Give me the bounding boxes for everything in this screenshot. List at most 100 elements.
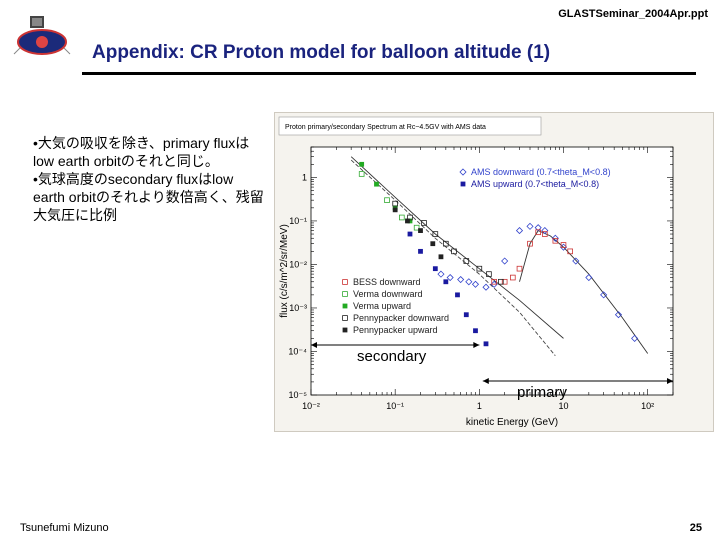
legend-marker — [342, 315, 348, 321]
x-tick-label: 1 — [477, 401, 482, 411]
data-point — [432, 231, 439, 237]
data-point — [567, 248, 573, 255]
primary-label: primary — [517, 384, 568, 401]
data-point — [614, 311, 623, 319]
data-point — [384, 197, 390, 203]
chart-title: Proton primary/secondary Spectrum at Rc~… — [285, 124, 486, 131]
y-tick-label: 10⁻³ — [289, 303, 307, 313]
arrow-head — [667, 378, 673, 384]
y-tick-label: 10⁻² — [289, 259, 307, 269]
model-line — [350, 156, 564, 339]
data-point — [455, 292, 460, 298]
data-point — [374, 181, 379, 187]
data-point — [437, 270, 445, 278]
data-point — [526, 222, 534, 230]
data-point — [392, 200, 398, 207]
slide-title: Appendix: CR Proton model for balloon al… — [92, 42, 551, 63]
arrow-head — [482, 378, 489, 384]
data-point — [535, 229, 541, 236]
model-line — [350, 159, 556, 356]
legend-marker — [342, 291, 348, 297]
data-point — [600, 291, 608, 299]
data-point — [510, 274, 516, 281]
data-point — [483, 341, 489, 347]
data-point — [486, 271, 492, 277]
bullet-item: •気球高度のsecondary fluxはlow earth orbitのそれよ… — [33, 171, 264, 223]
data-point — [631, 334, 639, 342]
data-point — [515, 227, 524, 235]
legend-entry: Pennypacker downward — [353, 313, 449, 323]
glast-logo — [12, 12, 74, 62]
data-point — [471, 280, 480, 288]
x-axis-label: kinetic Energy (GeV) — [466, 417, 558, 428]
x-tick-label: 10⁻² — [302, 401, 320, 411]
y-axis-label: flux (c/s/m^2/sr/MeV) — [279, 224, 290, 318]
data-point — [407, 214, 413, 221]
data-point — [405, 218, 410, 224]
legend-entry: AMS downward (0.7<theta_M<0.8) — [471, 167, 611, 177]
data-point — [407, 218, 413, 224]
title-rule — [82, 72, 696, 75]
legend-entry: Pennypacker upward — [353, 325, 438, 335]
data-point — [482, 283, 490, 291]
data-point — [430, 241, 436, 247]
data-point — [501, 278, 508, 285]
data-point — [551, 234, 559, 242]
bullet-list: •大気の吸収を除き、primary fluxはlow earth orbitのそ… — [33, 134, 265, 224]
page-number: 25 — [689, 522, 702, 534]
y-tick-label: 10⁻⁵ — [289, 390, 308, 400]
data-point — [392, 207, 398, 213]
data-point — [542, 231, 548, 237]
arrow-head — [311, 342, 317, 348]
data-point — [418, 228, 423, 233]
author-name: Tsunefumi Mizuno — [20, 522, 109, 534]
data-point — [457, 275, 465, 284]
chart-panel: Proton primary/secondary Spectrum at Rc~… — [274, 112, 714, 432]
data-point — [585, 273, 593, 282]
data-point — [418, 248, 423, 254]
data-point — [572, 257, 580, 265]
secondary-label: secondary — [357, 348, 427, 365]
data-point — [560, 242, 567, 248]
legend-entry: AMS upward (0.7<theta_M<0.8) — [471, 179, 599, 189]
data-point — [476, 265, 483, 272]
data-point — [552, 237, 559, 244]
data-point — [527, 240, 533, 247]
legend-marker — [460, 181, 466, 187]
data-point — [407, 231, 413, 237]
data-point — [498, 278, 504, 285]
data-point — [465, 278, 473, 286]
data-point — [443, 279, 449, 285]
legend-marker — [342, 303, 348, 309]
y-tick-label: 1 — [302, 172, 307, 182]
x-tick-label: 10 — [558, 401, 568, 411]
data-point — [491, 278, 497, 285]
y-tick-label: 10⁻¹ — [289, 216, 307, 226]
y-tick-label: 10⁻⁴ — [288, 346, 307, 356]
data-point — [501, 257, 509, 265]
bullet-item: •大気の吸収を除き、primary fluxはlow earth orbitのそ… — [33, 135, 250, 169]
data-point — [463, 258, 470, 264]
data-point — [534, 224, 542, 232]
data-point — [358, 171, 365, 177]
data-point — [541, 227, 549, 235]
data-point — [432, 266, 438, 272]
data-point — [438, 254, 444, 260]
data-point — [443, 240, 449, 247]
data-point — [451, 248, 457, 255]
legend-marker — [459, 168, 467, 176]
data-point — [413, 224, 420, 231]
arrow-head — [473, 342, 480, 348]
x-tick-label: 10⁻¹ — [386, 401, 404, 411]
legend-entry: Verma downward — [353, 289, 423, 299]
data-point — [359, 161, 365, 167]
x-tick-label: 10² — [641, 401, 654, 411]
data-point — [463, 312, 469, 318]
legend-marker — [342, 327, 348, 333]
data-point — [421, 220, 427, 226]
proton-spectrum-chart: Proton primary/secondary Spectrum at Rc~… — [278, 116, 674, 428]
legend-entry: Verma upward — [353, 301, 411, 311]
data-point — [516, 265, 523, 272]
legend-marker — [342, 279, 348, 285]
file-name: GLASTSeminar_2004Apr.ppt — [558, 8, 708, 20]
